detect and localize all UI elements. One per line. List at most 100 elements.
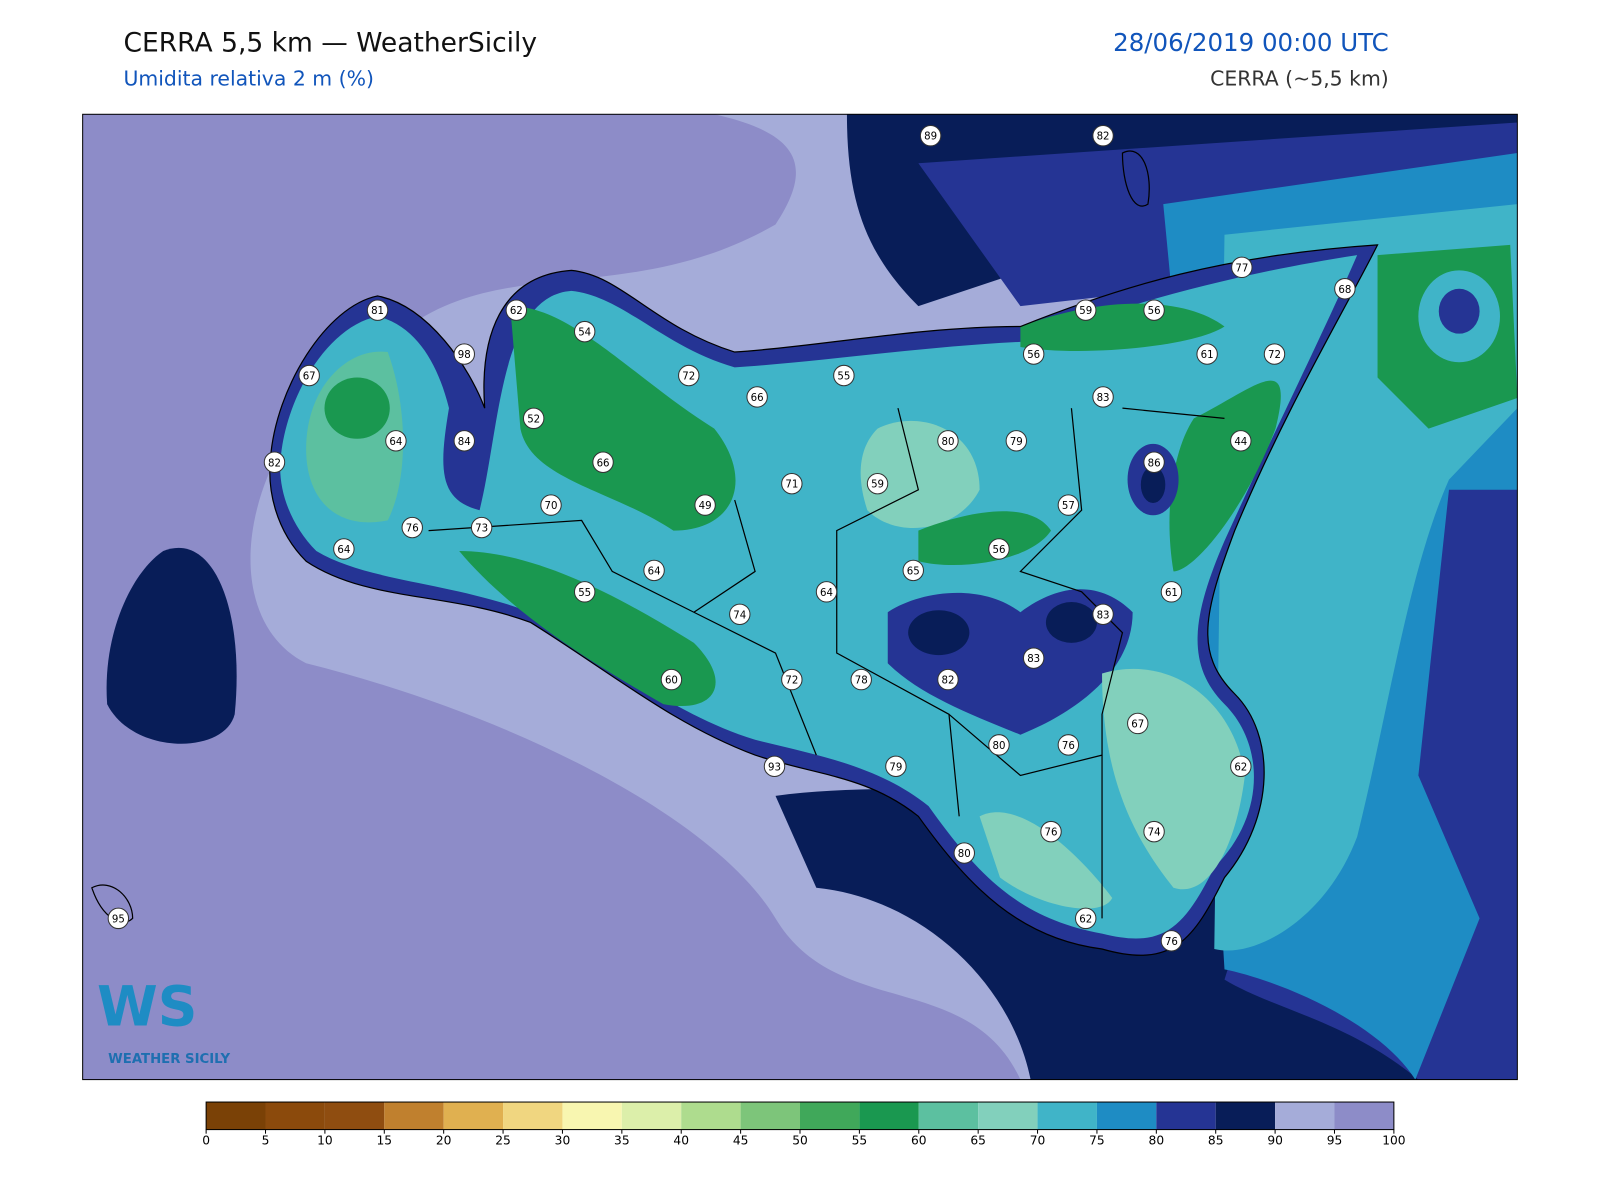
station-value: 76 <box>406 524 419 535</box>
colorbar-tick-label: 50 <box>792 1133 808 1147</box>
station-value: 67 <box>303 372 316 383</box>
colorbar-tick-label: 100 <box>1382 1133 1405 1147</box>
station-value: 65 <box>907 566 920 577</box>
station-marker <box>815 581 838 603</box>
station-marker <box>1022 647 1045 669</box>
station-value: 74 <box>733 610 746 621</box>
colorbar-tick-label: 5 <box>262 1133 270 1147</box>
station-marker <box>833 364 855 387</box>
station-marker <box>333 538 355 560</box>
station-value: 89 <box>924 132 937 143</box>
station-value: 95 <box>112 914 125 925</box>
colorbar-bin <box>800 1102 860 1130</box>
station-marker <box>781 472 803 495</box>
station-marker <box>1143 451 1165 473</box>
station-marker <box>263 451 286 473</box>
station-marker <box>1057 734 1080 756</box>
station-value: 83 <box>1027 654 1040 665</box>
station-marker <box>540 494 562 516</box>
station-value: 62 <box>1079 914 1092 925</box>
colorbar-bin <box>1037 1102 1097 1130</box>
logo-text: WEATHER SICILY <box>108 1052 230 1067</box>
station-marker <box>107 907 130 930</box>
station-marker <box>1022 343 1045 365</box>
station-marker <box>573 320 596 343</box>
station-marker <box>1143 820 1165 843</box>
station-marker <box>453 343 475 365</box>
colorbar-bin <box>265 1102 325 1130</box>
station-value: 80 <box>941 437 954 448</box>
colorbar-tick-label: 30 <box>555 1133 571 1147</box>
station-marker <box>366 299 389 321</box>
station-marker <box>953 842 975 864</box>
station-marker <box>298 364 320 387</box>
station-value: 74 <box>1148 828 1161 839</box>
station-marker <box>850 668 872 691</box>
colorbar-bin <box>206 1102 266 1130</box>
colorbar-tick-label: 10 <box>317 1133 333 1147</box>
station-marker <box>1005 430 1028 452</box>
colorbar-bin <box>503 1102 563 1130</box>
station-marker <box>1143 299 1165 321</box>
station-marker <box>1092 386 1114 408</box>
station-marker <box>1075 907 1097 930</box>
station-marker <box>470 516 493 539</box>
colorbar-tick-label: 90 <box>1267 1133 1283 1147</box>
station-marker <box>902 559 924 582</box>
station-value: 66 <box>751 393 764 404</box>
station-marker <box>385 430 407 452</box>
colorbar-tick-label: 60 <box>911 1133 927 1147</box>
colorbar-tick-label: 15 <box>376 1133 392 1147</box>
station-value: 76 <box>1045 828 1058 839</box>
station-marker <box>1263 343 1286 365</box>
station-value: 77 <box>1235 263 1248 274</box>
colorbar-bin <box>1156 1102 1216 1130</box>
station-value: 76 <box>1062 741 1075 752</box>
station-value: 66 <box>597 458 610 469</box>
station-value: 59 <box>871 480 884 491</box>
station-marker <box>678 364 700 387</box>
station-value: 64 <box>820 588 833 599</box>
station-value: 64 <box>337 545 350 556</box>
station-value: 56 <box>1148 306 1161 317</box>
station-marker <box>729 603 751 625</box>
station-marker <box>592 451 614 473</box>
station-value: 59 <box>1079 306 1092 317</box>
station-value: 62 <box>510 306 523 317</box>
station-value: 80 <box>958 849 971 860</box>
map-frame <box>82 113 1518 1081</box>
colorbar-bin <box>1334 1102 1394 1130</box>
station-marker <box>660 668 683 691</box>
colorbar: 0 5 10 15 20 25 30 35 40 45 50 55 60 65 70 75 80 85 90 95 10… <box>202 1101 1406 1147</box>
stations: 89 82 77 68 59 56 56 61 72 81 62 54 98 67 72 55 66 83 52 64… <box>107 125 1356 952</box>
station-marker <box>988 734 1010 756</box>
station-marker <box>505 299 528 321</box>
station-marker <box>937 430 959 452</box>
station-value: 78 <box>855 676 868 687</box>
station-marker <box>522 407 545 430</box>
colorbar-bin <box>978 1102 1038 1130</box>
station-marker <box>781 668 803 691</box>
station-value: 81 <box>371 306 384 317</box>
station-value: 62 <box>1234 762 1247 773</box>
station-value: 72 <box>682 372 695 383</box>
station-marker <box>1160 930 1183 952</box>
station-value: 56 <box>992 545 1005 556</box>
station-value: 44 <box>1234 437 1247 448</box>
colorbar-bin <box>918 1102 979 1130</box>
station-value: 83 <box>1097 610 1110 621</box>
station-value: 61 <box>1165 588 1178 599</box>
colorbar-bin <box>1096 1102 1157 1130</box>
colorbar-tick-label: 35 <box>614 1133 630 1147</box>
station-value: 49 <box>699 501 712 512</box>
colorbar-bin <box>621 1102 682 1130</box>
station-marker <box>885 755 907 778</box>
station-value: 55 <box>578 588 591 599</box>
station-marker <box>1092 125 1114 147</box>
station-value: 72 <box>1268 350 1281 361</box>
station-value: 64 <box>389 437 402 448</box>
colorbar-bin <box>1215 1102 1276 1130</box>
station-marker <box>1230 430 1252 452</box>
